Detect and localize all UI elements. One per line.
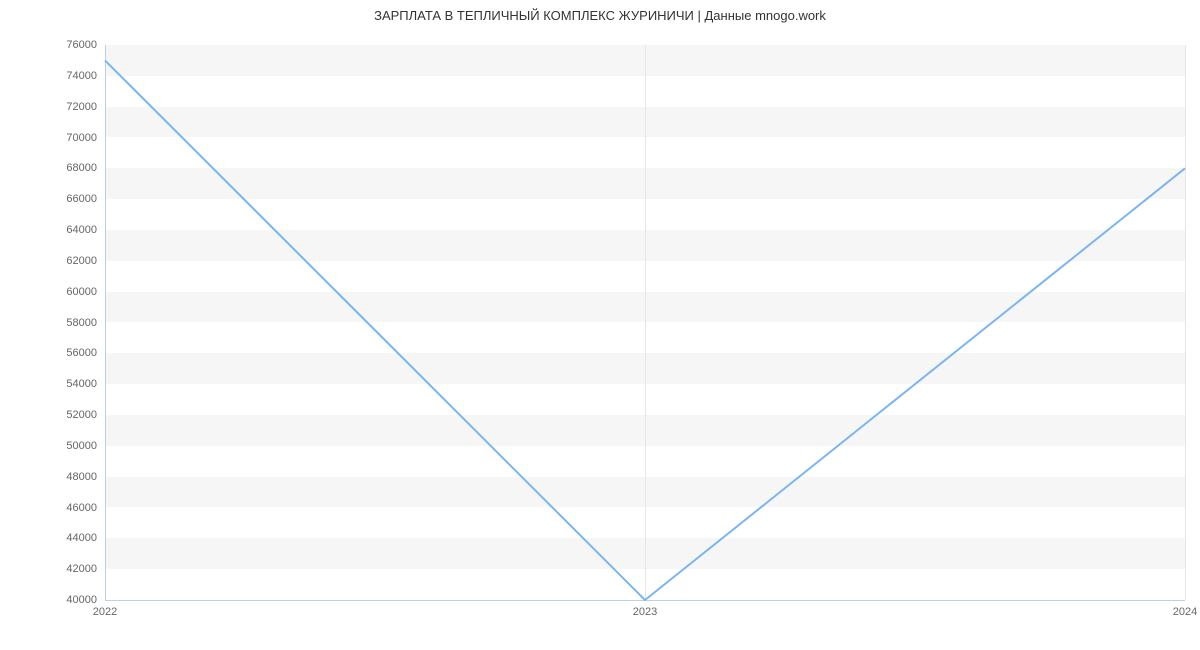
y-tick-label: 48000 [66,471,105,483]
y-tick-label: 66000 [66,193,105,205]
series-line-salary [105,60,1185,600]
y-tick-label: 54000 [66,378,105,390]
y-tick-label: 56000 [66,347,105,359]
y-tick-label: 60000 [66,286,105,298]
salary-line-chart: ЗАРПЛАТА В ТЕПЛИЧНЫЙ КОМПЛЕКС ЖУРИНИЧИ |… [0,0,1200,650]
plot-area: 4000042000440004600048000500005200054000… [105,45,1185,600]
y-tick-label: 52000 [66,409,105,421]
y-tick-label: 42000 [66,563,105,575]
x-tick-label: 2023 [633,600,657,618]
series-layer [105,45,1185,600]
y-tick-label: 58000 [66,317,105,329]
y-tick-label: 64000 [66,224,105,236]
y-tick-label: 76000 [66,39,105,51]
y-tick-label: 70000 [66,132,105,144]
y-tick-label: 44000 [66,532,105,544]
y-tick-label: 50000 [66,440,105,452]
x-tick-label: 2022 [93,600,117,618]
chart-title: ЗАРПЛАТА В ТЕПЛИЧНЫЙ КОМПЛЕКС ЖУРИНИЧИ |… [0,8,1200,23]
y-tick-label: 74000 [66,70,105,82]
y-tick-label: 68000 [66,162,105,174]
y-tick-label: 46000 [66,502,105,514]
y-tick-label: 62000 [66,255,105,267]
y-tick-label: 72000 [66,101,105,113]
x-gridline [1185,45,1186,600]
x-tick-label: 2024 [1173,600,1197,618]
